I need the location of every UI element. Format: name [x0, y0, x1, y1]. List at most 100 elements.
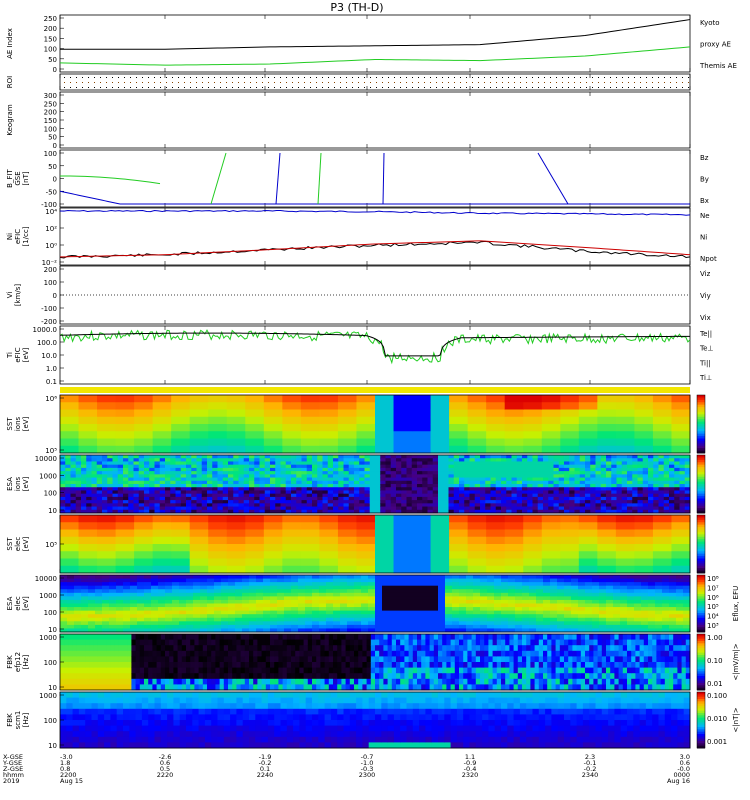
spectrogram-cell: [115, 409, 135, 418]
spectrogram-cell: [282, 529, 302, 538]
spectrogram-cell: [578, 582, 586, 587]
spectrogram-cell: [74, 575, 82, 580]
spectrogram-cell: [102, 582, 110, 587]
spectrogram-cell: [245, 558, 265, 567]
esa-ions-colorbar-cell: [697, 486, 705, 490]
spectrogram-cell: [480, 461, 486, 466]
spectrogram-cell: [249, 458, 255, 462]
spectrogram-cell: [282, 395, 302, 403]
spectrogram-cell: [60, 599, 68, 604]
spectrogram-cell: [669, 592, 677, 597]
spectrogram-cell: [564, 585, 572, 590]
roi-dot: [568, 77, 569, 78]
spectrogram-cell: [102, 471, 108, 475]
spectrogram-cell: [467, 529, 487, 538]
spectrogram-cell: [453, 455, 460, 459]
spectrogram-cell: [592, 617, 600, 622]
spectrogram-cell: [117, 467, 124, 472]
spectrogram-cell: [312, 617, 320, 622]
spectrogram-cell: [152, 409, 172, 418]
spectrogram-cell: [312, 578, 320, 583]
spectrogram-cell: [467, 431, 487, 439]
spectrogram-cell: [560, 438, 580, 447]
spectrogram-cell: [214, 585, 222, 590]
spectrogram-cell: [560, 445, 580, 454]
spectrogram-cell: [284, 624, 292, 629]
y-axis-label: Vi: [6, 292, 14, 299]
spectrogram-cell: [543, 509, 549, 514]
spectrogram-cell: [662, 596, 670, 601]
spectrogram-cell: [401, 506, 407, 511]
spectrogram-cell: [242, 582, 250, 587]
spectrogram-cell: [60, 585, 68, 590]
spectrogram-cell: [658, 503, 665, 508]
spectrogram-cell: [123, 455, 129, 459]
spectrogram-cell: [553, 471, 560, 475]
spectrogram-cell: [522, 480, 528, 485]
spectrogram-cell: [606, 490, 612, 495]
spectrogram-cell: [474, 496, 481, 501]
spectrogram-cell: [207, 592, 215, 597]
spectrogram-cell: [347, 592, 355, 597]
spectrogram-cell: [81, 639, 86, 646]
spectrogram-cell: [543, 490, 549, 495]
y-tick-label: 50: [48, 56, 57, 64]
spectrogram-cell: [322, 474, 329, 479]
spectrogram-cell: [674, 490, 680, 495]
spectrogram-cell: [543, 603, 551, 608]
spectrogram-cell: [579, 474, 586, 479]
spectrogram-cell: [560, 431, 580, 439]
spectrogram-cell: [655, 614, 663, 619]
spectrogram-cell: [152, 416, 172, 425]
spectrogram-cell: [356, 416, 376, 425]
spectrogram-cell: [401, 496, 407, 501]
spectrogram-cell: [91, 500, 98, 504]
spectrogram-cell: [627, 484, 633, 488]
spectrogram-cell: [217, 474, 224, 479]
spectrogram-cell: [112, 496, 119, 501]
spectrogram-cell: [222, 464, 229, 469]
spectrogram-cell: [208, 544, 228, 552]
spectrogram-cell: [254, 487, 260, 491]
spectrogram-cell: [102, 575, 110, 580]
y-axis-label: Ti: [6, 352, 14, 359]
spectrogram-cell: [662, 610, 670, 615]
spectrogram-cell: [264, 455, 271, 459]
roi-dot: [646, 77, 647, 78]
spectrogram-cell: [550, 621, 558, 626]
spectrogram-cell: [508, 603, 516, 608]
spectrogram-cell: [448, 484, 455, 488]
spectrogram-cell: [412, 536, 432, 545]
spectrogram-cell: [165, 509, 171, 514]
spectrogram-cell: [676, 621, 684, 626]
spectrogram-cell: [548, 464, 554, 469]
spectrogram-cell: [486, 522, 506, 530]
spectrogram-cell: [75, 464, 82, 469]
spectrogram-cell: [480, 589, 488, 594]
spectrogram-cell: [138, 458, 145, 462]
spectrogram-cell: [467, 544, 487, 552]
spectrogram-cell: [393, 558, 413, 567]
spectrogram-cell: [469, 458, 476, 462]
roi-dot: [604, 77, 605, 78]
spectrogram-cell: [529, 607, 537, 612]
spectrogram-cell: [564, 610, 572, 615]
roi-dot: [472, 87, 473, 88]
spectrogram-cell: [117, 500, 124, 504]
spectrogram-cell: [284, 578, 292, 583]
spectrogram-cell: [599, 607, 607, 612]
spectrogram-cell: [207, 455, 213, 459]
spectrogram-cell: [543, 617, 551, 622]
spectrogram-cell: [319, 624, 327, 629]
ae-series-kyoto: [59, 46, 691, 66]
spectrogram-cell: [340, 607, 348, 612]
spectrogram-cell: [312, 467, 318, 472]
spectrogram-cell: [179, 599, 187, 604]
spectrogram-cell: [85, 639, 90, 646]
spectrogram-cell: [684, 455, 691, 459]
spectrogram-cell: [529, 603, 537, 608]
spectrogram-cell: [578, 589, 586, 594]
spectrogram-cell: [474, 506, 481, 511]
spectrogram-cell: [151, 617, 159, 622]
spectrogram-cell: [67, 596, 75, 601]
